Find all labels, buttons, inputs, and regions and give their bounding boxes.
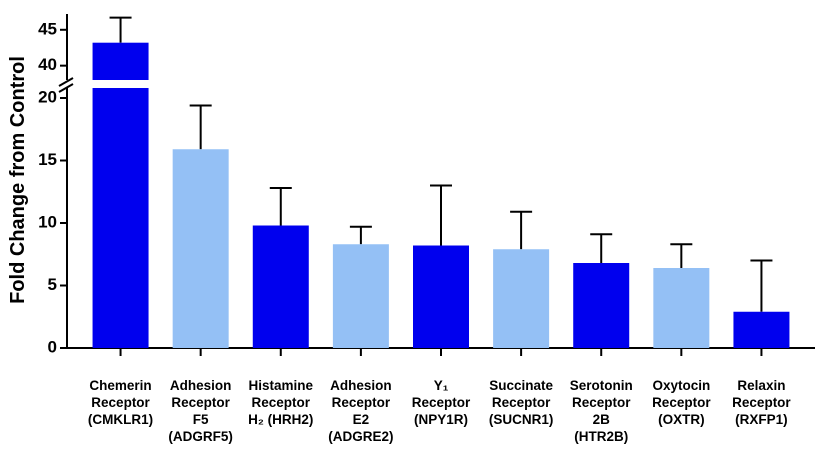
x-tick-label: (OXTR) bbox=[658, 412, 705, 427]
x-tick-label: Receptor bbox=[171, 395, 230, 410]
y-tick-label: 15 bbox=[38, 150, 57, 169]
y-tick-label: 5 bbox=[48, 275, 57, 294]
x-tick-label: Receptor bbox=[572, 395, 631, 410]
bar bbox=[413, 245, 469, 348]
x-tick-label: (ADGRF5) bbox=[168, 429, 233, 444]
axis-break-gap bbox=[60, 80, 819, 88]
x-tick-label: Histamine bbox=[249, 378, 314, 393]
x-tick-label: (SUCNR1) bbox=[489, 412, 554, 427]
x-tick-label: (NPY1R) bbox=[414, 412, 468, 427]
x-tick-label: H₂ (HRH2) bbox=[248, 412, 313, 427]
axis-break-mark bbox=[58, 83, 74, 93]
y-tick-label: 45 bbox=[38, 19, 57, 38]
bar bbox=[252, 225, 309, 348]
bar bbox=[332, 244, 389, 348]
x-tick-label: Receptor bbox=[732, 395, 791, 410]
x-tick-label: Receptor bbox=[332, 395, 391, 410]
x-tick-label: (CMKLR1) bbox=[88, 412, 153, 427]
x-tick-label: Chemerin bbox=[89, 378, 151, 393]
x-tick-label: Receptor bbox=[652, 395, 711, 410]
x-tick-label: (HTR2B) bbox=[574, 429, 628, 444]
y-axis-title: Fold Change from Control bbox=[7, 56, 29, 304]
x-tick-label: F5 bbox=[193, 412, 209, 427]
bar bbox=[573, 263, 630, 348]
x-tick-label: Serotonin bbox=[570, 378, 633, 393]
x-tick-label: Y₁ bbox=[434, 378, 449, 393]
x-tick-label: Receptor bbox=[492, 395, 551, 410]
x-tick-label: Receptor bbox=[91, 395, 150, 410]
x-tick-label: Oxytocin bbox=[652, 378, 710, 393]
x-tick-label: Adhesion bbox=[170, 378, 232, 393]
y-tick-label: 0 bbox=[48, 337, 57, 356]
x-tick-label: 2B bbox=[593, 412, 611, 427]
x-tick-label: E2 bbox=[353, 412, 370, 427]
bar bbox=[493, 249, 550, 348]
y-tick-label: 10 bbox=[38, 212, 57, 231]
y-tick-label: 40 bbox=[38, 55, 57, 74]
x-tick-label: Receptor bbox=[252, 395, 311, 410]
bar bbox=[92, 42, 149, 349]
y-tick-label: 20 bbox=[38, 87, 57, 106]
bar bbox=[172, 149, 229, 348]
x-tick-label: Receptor bbox=[412, 395, 471, 410]
x-tick-label: Adhesion bbox=[330, 378, 392, 393]
bar bbox=[733, 311, 790, 348]
x-tick-label: Succinate bbox=[489, 378, 553, 393]
x-tick-label: Relaxin bbox=[737, 378, 785, 393]
axis-break-mark bbox=[58, 77, 74, 87]
x-tick-label: (RXFP1) bbox=[735, 412, 788, 427]
x-tick-label: (ADGRE2) bbox=[328, 429, 393, 444]
bar bbox=[653, 268, 710, 348]
